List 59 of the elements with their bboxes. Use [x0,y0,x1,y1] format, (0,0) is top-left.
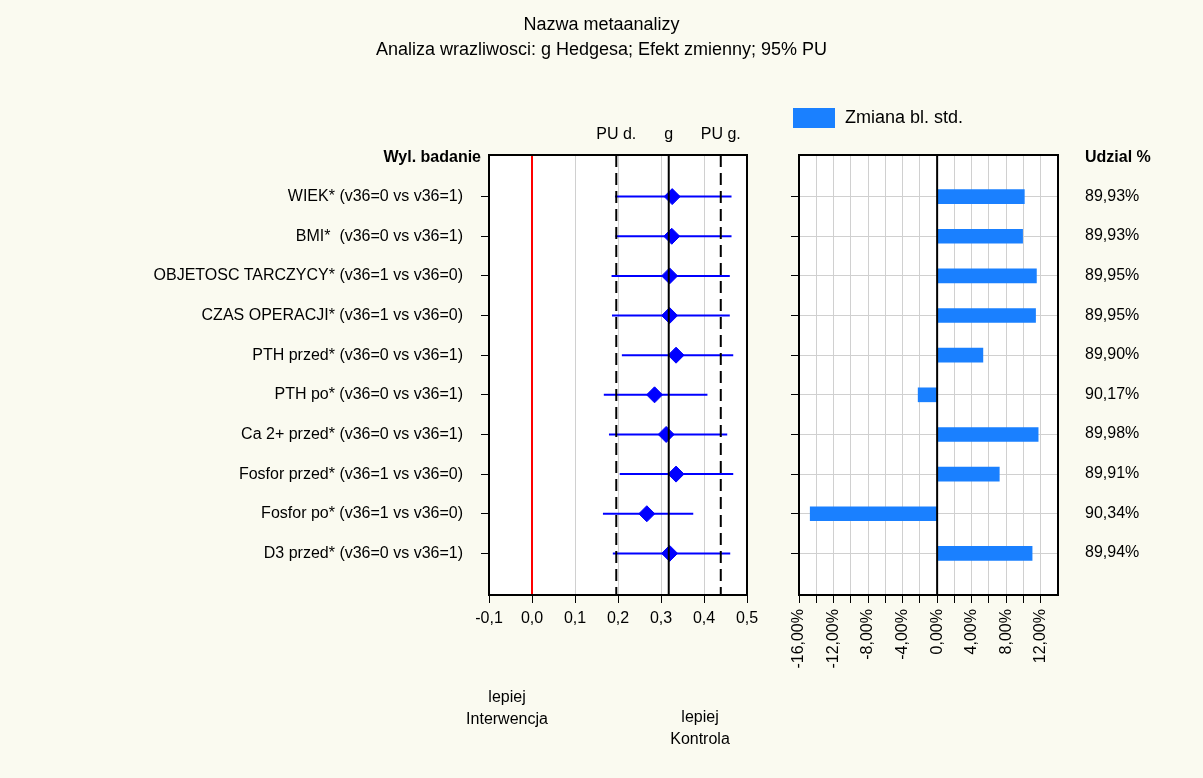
bar [937,189,1025,204]
text: lepiej Kontrola [670,708,730,748]
x-tick-label: 0,00% [927,609,945,655]
x-tick-label: 0,3 [649,609,673,627]
legend-label: Zmiana bl. std. [845,106,964,127]
point [638,505,656,523]
x-tick-label: -0,1 [475,609,503,627]
x-tick-label: -8,00% [858,609,876,660]
y-tick-label: BMI* (v36=0 vs v36=1) [295,226,463,244]
text: 89,91% [1085,464,1140,483]
point [667,465,685,483]
x-tick-label: 12,00% [1031,609,1049,664]
y-tick-label: PTH przed* (v36=0 vs v36=1) [252,345,463,363]
text: 89,90% [1085,345,1140,364]
y-tick-label: Ca 2+ przed* (v36=0 vs v36=1) [241,424,463,442]
text: 89,98% [1085,424,1140,443]
point [646,386,664,404]
text: 89,93% [1085,226,1140,245]
text: 89,95% [1085,305,1140,324]
x-tick-label: -16,00% [789,609,807,669]
y-tick-label: PTH po* (v36=0 vs v36=1) [274,385,463,403]
text: lepiej Interwencja [466,688,549,728]
y-tick-label: CZAS OPERACJI* (v36=1 vs v36=0) [201,305,463,323]
text: 89,95% [1085,265,1140,284]
bar [937,546,1033,561]
text: 90,17% [1085,384,1140,403]
bar [917,387,937,403]
chart-title: Nazwa metaanalizy [522,13,681,36]
text: 90,34% [1085,503,1140,522]
x-tick-label: 0,5 [735,609,759,627]
x-tick-label: 0,1 [563,609,587,627]
x-tick-label: 0,4 [692,609,716,627]
bar [937,347,984,363]
text: 89,94% [1085,543,1140,562]
chart-subtitle: Analiza wrazliwosci: g Hedgesa; Efekt zmienny; 95% PU [374,38,829,61]
x-tick-label: 8,00% [996,609,1014,655]
bar [809,506,937,522]
ref-line-label: g [664,125,674,143]
text: 89,93% [1085,186,1140,205]
y-tick-label: WIEK* (v36=0 vs v36=1) [287,187,463,205]
bar [937,228,1023,244]
x-tick-label: 0,2 [606,609,630,627]
y-tick-label: Fosfor przed* (v36=1 vs v36=0) [238,464,463,482]
x-tick-label: 4,00% [962,609,980,655]
y-axis-title: Wyl. badanie [383,148,482,166]
x-tick-label: -4,00% [893,609,911,660]
point [667,346,685,364]
y-tick-label: D3 przed* (v36=0 vs v36=1) [263,543,463,561]
bar [937,308,1036,323]
bar [937,427,1039,442]
bar [937,268,1037,284]
ref-line-label: PU d. [596,125,637,143]
text: Udzial % [1085,148,1151,166]
bar [937,466,1000,482]
x-tick-label: 0,0 [520,609,544,627]
y-tick-label: Fosfor po* (v36=1 vs v36=0) [261,504,463,522]
x-tick-label: -12,00% [823,609,841,669]
ref-line-label: PU g. [700,125,741,143]
y-tick-label: OBJETOSC TARCZYCY* (v36=1 vs v36=0) [153,266,463,284]
